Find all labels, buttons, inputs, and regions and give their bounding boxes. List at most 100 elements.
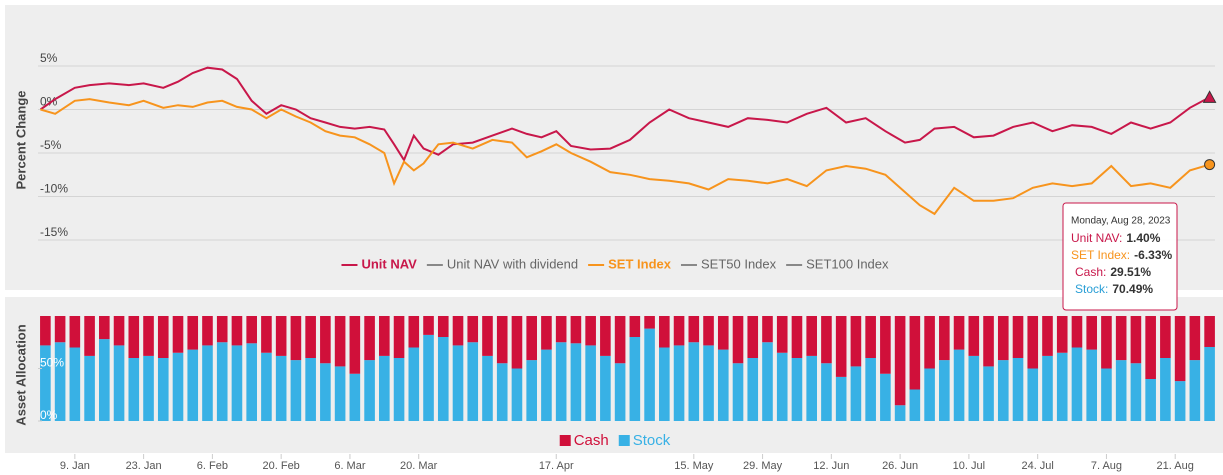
bar-segment [1130, 316, 1142, 364]
y-tick-label: 5% [40, 51, 58, 65]
bar-segment [570, 343, 582, 421]
bar-segment [187, 316, 199, 350]
bar-segment [408, 347, 420, 421]
tooltip-item: Stock: 70.49% [1075, 282, 1153, 296]
bar-segment [629, 316, 641, 337]
bar-segment [762, 316, 773, 343]
tooltip-value: -6.33% [1134, 248, 1172, 262]
bar-segment [187, 349, 199, 421]
x-tick-label: 10. Jul [953, 460, 985, 472]
bar-segment [924, 368, 935, 421]
bar-segment [997, 360, 1009, 421]
bar-segment [275, 355, 287, 421]
bar-segment [364, 360, 375, 421]
bar-segment [172, 352, 184, 421]
bar-segment [835, 316, 847, 377]
bar-segment [467, 316, 479, 343]
bar-segment [231, 345, 243, 421]
bar-segment [703, 345, 714, 421]
bar-segment [909, 389, 921, 421]
bar-segment [585, 316, 596, 346]
bar-segment [128, 316, 140, 358]
bar-segment [84, 316, 95, 356]
bar-segment [526, 316, 537, 361]
bar-segment [69, 316, 81, 348]
x-tick-label: 26. Jun [882, 460, 918, 472]
bar-segment [939, 360, 950, 421]
tooltip-value: 1.40% [1126, 231, 1160, 245]
bar-segment [541, 349, 552, 421]
bar-segment [1027, 316, 1039, 369]
bar-segment [216, 316, 228, 343]
bar-segment [1071, 347, 1083, 421]
bar-segment [482, 355, 493, 421]
bar-segment [231, 316, 243, 346]
bar-segment [1174, 316, 1186, 382]
series-line [39, 66, 1211, 163]
bar-segment [541, 316, 552, 350]
bar-segment [880, 316, 891, 374]
x-tick-label: 17. Apr [539, 460, 574, 472]
bar-segment [1056, 352, 1068, 421]
tooltip-box [1062, 202, 1178, 311]
bar-segment [290, 360, 302, 421]
bar-segment [717, 349, 729, 421]
y-tick-label: -15% [40, 225, 68, 239]
bar-segment [113, 345, 125, 421]
bar-segment [1086, 349, 1098, 421]
x-tick-label: 9. Jan [60, 460, 90, 472]
bar-segment [1130, 363, 1142, 421]
bar-segment [983, 316, 994, 367]
bar-segment [747, 358, 759, 421]
bar-segment [732, 316, 744, 364]
bar-segment [644, 328, 655, 421]
bar-segment [54, 316, 66, 343]
bar-segment [776, 316, 788, 353]
bar-segment [747, 316, 759, 358]
bar-segment [600, 316, 611, 356]
bar-segment [953, 349, 965, 421]
bar-segment [275, 316, 287, 356]
bar-segment [732, 363, 744, 421]
bar-segment [1042, 355, 1053, 421]
bar-segment [821, 316, 832, 364]
x-tick-label: 7. Aug [1091, 460, 1122, 472]
bar-segment [924, 316, 935, 369]
bar-segment [865, 358, 876, 421]
bar-segment [157, 358, 169, 421]
bar-segment [968, 316, 980, 356]
legend-label: SET Index [608, 256, 672, 271]
tooltip-label: SET Index: [1071, 248, 1130, 262]
bar-segment [320, 316, 331, 364]
bar-segment [408, 316, 420, 348]
bar-segment [261, 352, 272, 421]
x-tick-label: 12. Jun [813, 460, 849, 472]
bar-segment [364, 316, 375, 361]
tooltip: Monday, Aug 28, 2023 Unit NAV: 1.40% SET In… [1062, 202, 1178, 311]
bar-segment [452, 316, 464, 346]
tooltip-item: Unit NAV: 1.40% [1071, 231, 1161, 245]
bar-segment [246, 316, 257, 344]
tooltip-title: Monday, Aug 28, 2023 [1071, 216, 1171, 227]
bar-segment [939, 316, 950, 361]
x-tick-label: 15. May [674, 460, 714, 472]
x-tick-label: 6. Mar [334, 460, 366, 472]
bar-segment [865, 316, 876, 358]
y-tick-label: -10% [40, 182, 68, 196]
bar-segment [717, 316, 729, 350]
legend-swatch [618, 435, 630, 446]
bar-segment [1012, 316, 1024, 358]
x-tick-label: 24. Jul [1021, 460, 1053, 472]
bar-segment [644, 316, 655, 329]
bar-segment [1174, 381, 1186, 421]
bar-segment [629, 337, 641, 421]
bar-segment [423, 334, 434, 421]
bar-segment [997, 316, 1009, 361]
tooltip-label: Unit NAV: [1071, 231, 1122, 245]
bar-segment [496, 363, 508, 421]
x-tick-label: 6. Feb [197, 460, 228, 472]
bar-segment [614, 316, 626, 364]
y-tick-label: 0% [40, 95, 58, 109]
tooltip-label: Cash: [1075, 265, 1106, 279]
